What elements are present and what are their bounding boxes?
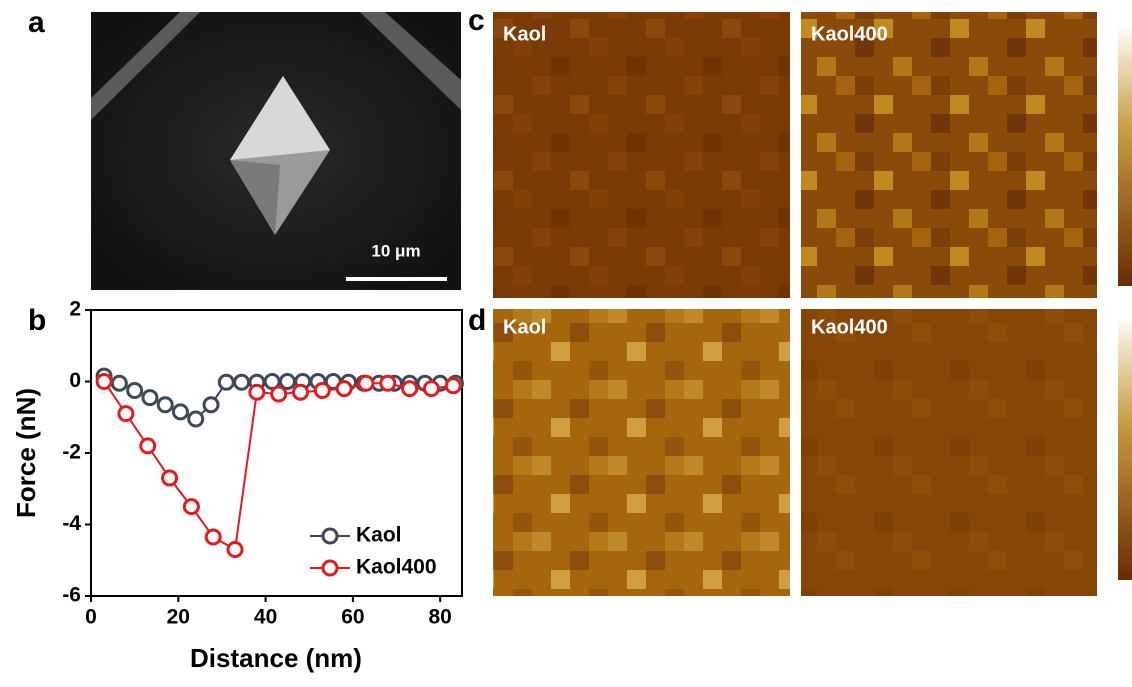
data-point: [359, 376, 373, 390]
data-point: [403, 382, 417, 396]
x-axis-label: Distance (nm): [190, 643, 362, 673]
data-point: [294, 385, 308, 399]
legend-marker: [323, 529, 337, 543]
data-point: [112, 376, 126, 390]
panel-label: b: [28, 304, 46, 337]
colorbar: [1118, 320, 1132, 580]
heatmap: [801, 12, 1097, 298]
data-point: [189, 412, 203, 426]
data-point: [128, 383, 142, 397]
x-tick-label: 40: [254, 606, 277, 629]
y-tick-label: -6: [62, 584, 81, 607]
heatmap: [493, 309, 790, 596]
data-point: [158, 398, 172, 412]
data-point: [424, 382, 438, 396]
map-label: Kaol: [503, 316, 546, 338]
data-point: [235, 375, 249, 389]
x-tick-label: 80: [428, 606, 451, 629]
data-point: [250, 385, 264, 399]
data-point: [143, 391, 157, 405]
y-tick-label: 0: [69, 369, 81, 392]
heatmap: [801, 309, 1097, 596]
data-point: [97, 375, 111, 389]
panel-label: c: [468, 4, 485, 37]
data-point: [173, 405, 187, 419]
y-tick-label: -2: [62, 441, 81, 464]
data-point: [206, 530, 220, 544]
data-point: [184, 500, 198, 514]
scale-bar-label: 10 μm: [371, 241, 420, 260]
heatmap: [493, 12, 790, 298]
data-point: [219, 375, 233, 389]
data-point: [272, 387, 286, 401]
figure: a 10 μm c d Kaol Kaol400 Kaol Kaol400 b …: [0, 0, 1132, 682]
plot: 0 20 40 60 80 -6 -4 -2 0 2 Kaol Kaol400: [62, 298, 462, 629]
data-point: [228, 543, 242, 557]
y-axis-label: Force (nN): [11, 388, 41, 518]
panel-label: a: [28, 6, 45, 39]
map-label: Kaol: [503, 23, 546, 45]
data-point: [141, 439, 155, 453]
map-label: Kaol400: [811, 23, 888, 45]
data-point: [381, 376, 395, 390]
legend-marker: [323, 561, 337, 575]
colorbar: [1118, 28, 1132, 286]
data-point: [315, 383, 329, 397]
data-point: [446, 379, 460, 393]
panel-label: d: [468, 304, 486, 337]
y-tick-label: 2: [69, 298, 81, 321]
data-point: [119, 407, 133, 421]
x-tick-label: 0: [85, 606, 97, 629]
x-tick-label: 20: [167, 606, 190, 629]
x-tick-label: 60: [341, 606, 364, 629]
data-point: [337, 382, 351, 396]
legend-label: Kaol400: [356, 556, 437, 579]
y-tick-label: -4: [62, 512, 81, 535]
data-point: [204, 398, 218, 412]
legend-label: Kaol: [356, 524, 402, 547]
data-point: [280, 375, 294, 389]
map-label: Kaol400: [811, 316, 888, 338]
data-point: [163, 471, 177, 485]
